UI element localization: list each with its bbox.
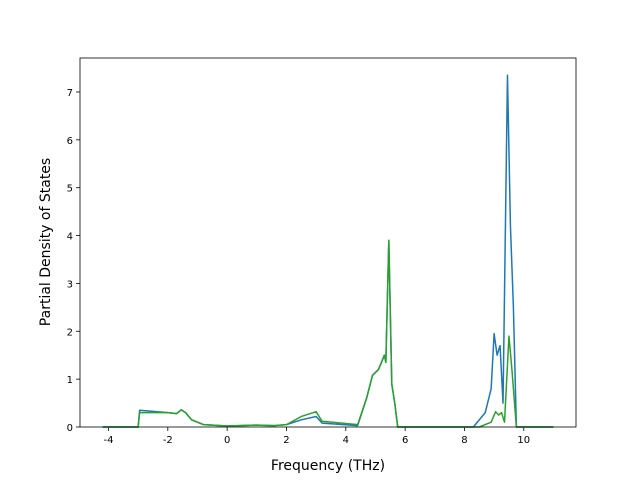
y-tick-label: 3 xyxy=(67,279,73,290)
x-tick-label: -4 xyxy=(103,435,113,446)
y-tick-label: 0 xyxy=(67,423,73,434)
x-tick-label: 0 xyxy=(224,435,230,446)
line-series xyxy=(102,239,554,428)
x-tick-label: 4 xyxy=(343,435,349,446)
y-tick-label: 1 xyxy=(67,375,73,386)
y-tick-label: 4 xyxy=(67,232,73,243)
x-tick-label: 10 xyxy=(517,435,530,446)
x-tick-label: 2 xyxy=(283,435,289,446)
x-tick-label: 6 xyxy=(402,435,408,446)
plot-frame xyxy=(79,57,577,428)
y-axis-label: Partial Density of States xyxy=(38,158,54,326)
y-tick-label: 5 xyxy=(67,184,73,195)
y-tick-label: 7 xyxy=(67,88,73,99)
x-tick-label: -2 xyxy=(163,435,173,446)
x-axis-label: Frequency (THz) xyxy=(271,458,385,474)
line-series xyxy=(102,74,554,428)
x-tick-label: 8 xyxy=(461,435,467,446)
y-tick-label: 2 xyxy=(67,327,73,338)
y-tick-label: 6 xyxy=(67,136,73,147)
